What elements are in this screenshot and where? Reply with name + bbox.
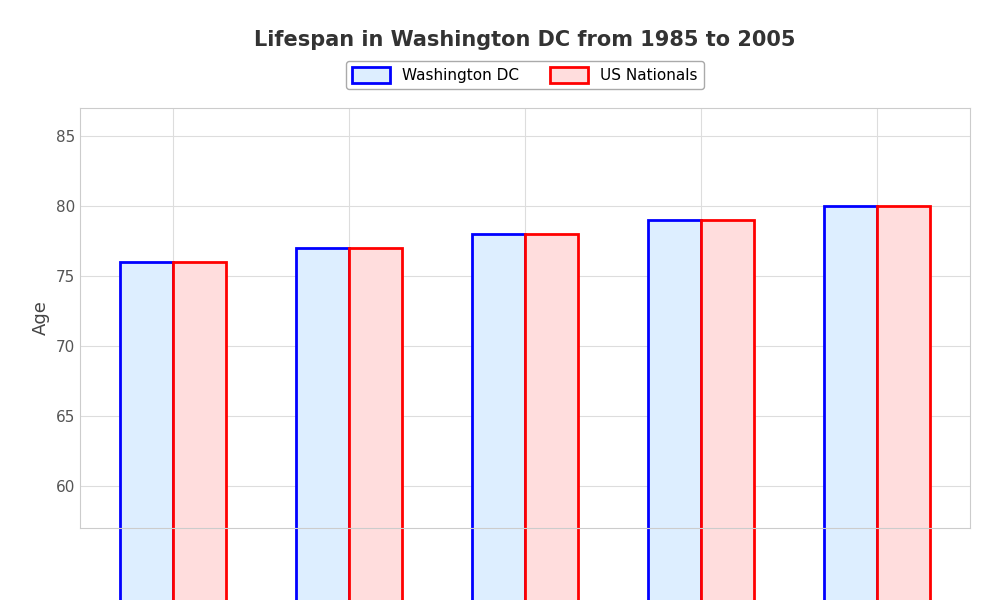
Bar xyxy=(701,220,754,600)
Title: Lifespan in Washington DC from 1985 to 2005: Lifespan in Washington DC from 1985 to 2… xyxy=(254,29,796,49)
Bar xyxy=(877,206,930,600)
Bar xyxy=(824,206,877,600)
Bar xyxy=(472,234,525,600)
Bar xyxy=(296,248,349,600)
Bar xyxy=(349,248,402,600)
Y-axis label: Age: Age xyxy=(32,301,50,335)
Bar xyxy=(648,220,701,600)
Bar xyxy=(525,234,578,600)
Bar xyxy=(120,262,173,600)
X-axis label: Year: Year xyxy=(506,553,544,571)
Bar xyxy=(173,262,226,600)
Legend: Washington DC, US Nationals: Washington DC, US Nationals xyxy=(346,61,704,89)
